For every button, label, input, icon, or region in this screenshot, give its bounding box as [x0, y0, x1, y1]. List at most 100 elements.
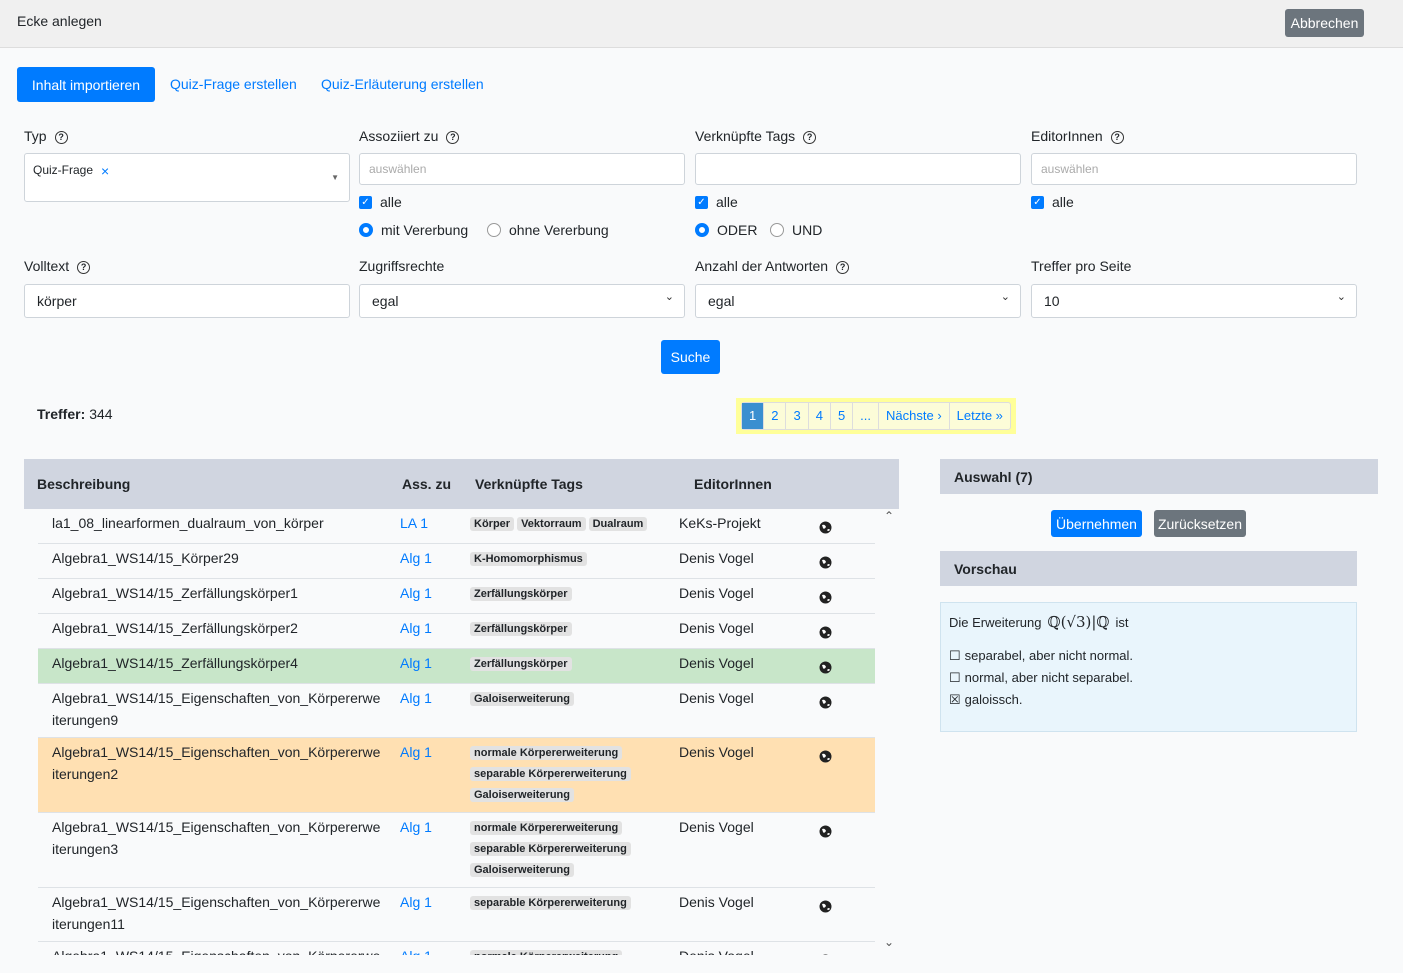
- table-row: Algebra1_WS14/15_Eigenschaften_von_Körpe…: [38, 812, 875, 888]
- label-text: Anzahl der Antworten: [695, 258, 829, 274]
- cancel-button[interactable]: Abbrechen: [1285, 9, 1364, 37]
- page-link[interactable]: Nächste ›: [879, 403, 950, 429]
- page-link[interactable]: 5: [831, 403, 854, 429]
- globe-icon[interactable]: [809, 578, 875, 614]
- tag: Galoiserweiterung: [470, 788, 574, 802]
- association[interactable]: Alg 1: [400, 683, 470, 738]
- tags: separable Körpererweiterung: [470, 887, 679, 942]
- pagination: 1 2 3 4 5... Nächste › Letzte »: [736, 398, 1016, 434]
- globe-icon[interactable]: [809, 683, 875, 738]
- tag: Dualraum: [588, 517, 648, 531]
- radio-label: UND: [792, 222, 823, 238]
- tags: Zerfällungskörper: [470, 613, 679, 649]
- help-icon: ?: [803, 131, 817, 144]
- globe-icon[interactable]: [809, 648, 875, 684]
- globe-icon[interactable]: [809, 613, 875, 649]
- reset-button[interactable]: Zurücksetzen: [1154, 510, 1246, 537]
- results-label: Treffer:: [37, 406, 86, 422]
- association[interactable]: Alg 1: [400, 812, 470, 888]
- association[interactable]: Alg 1: [400, 737, 470, 813]
- table-row: Algebra1_WS14/15_Eigenschaften_von_Körpe…: [38, 683, 875, 738]
- input-value: 10: [1044, 293, 1060, 309]
- association[interactable]: Alg 1: [400, 543, 470, 579]
- tab[interactable]: Quiz-Erläuterung erstellen: [321, 76, 484, 92]
- assoc-input[interactable]: auswählen: [359, 153, 685, 185]
- select[interactable]: egal ⌄: [359, 284, 685, 318]
- globe: [819, 556, 832, 569]
- select[interactable]: egal ⌄: [695, 284, 1021, 318]
- association[interactable]: LA 1: [400, 509, 470, 544]
- tab[interactable]: Inhalt importieren: [17, 67, 155, 102]
- page-link[interactable]: 3: [786, 403, 809, 429]
- globe-icon[interactable]: [809, 509, 875, 544]
- checkbox[interactable]: ✓ alle: [359, 194, 402, 210]
- association[interactable]: Alg 1: [400, 578, 470, 614]
- results-number: 344: [89, 406, 113, 422]
- page-link[interactable]: Letzte »: [956, 408, 1003, 423]
- description: Algebra1_WS14/15_Eigenschaften_von_Körpe…: [38, 887, 400, 942]
- globe-icon[interactable]: [809, 737, 875, 813]
- description: Algebra1_WS14/15_Zerfällungskörper2: [38, 613, 400, 649]
- input-value: körper: [37, 293, 77, 309]
- page-link[interactable]: 2: [764, 403, 787, 429]
- select[interactable]: 10 ⌄: [1031, 284, 1357, 318]
- page-link[interactable]: ...: [853, 403, 880, 429]
- tag: normale Körpererweiterung: [470, 821, 623, 835]
- caret: ⌄: [664, 291, 674, 303]
- column-header: Beschreibung: [37, 476, 131, 492]
- globe-icon[interactable]: [809, 941, 875, 955]
- tab[interactable]: Quiz-Frage erstellen: [170, 76, 297, 92]
- tags-input[interactable]: [695, 153, 1021, 185]
- selection-header: Auswahl (7): [940, 459, 1378, 494]
- association[interactable]: Alg 1: [400, 648, 470, 684]
- radio-dot: [695, 223, 709, 237]
- radio[interactable]: UND: [770, 222, 822, 238]
- globe: [819, 661, 832, 674]
- editor: Denis Vogel: [679, 941, 809, 955]
- apply-button[interactable]: Übernehmen: [1051, 510, 1142, 537]
- page-link[interactable]: 4: [809, 403, 831, 429]
- input-value: egal: [708, 293, 735, 309]
- scrollbar: ⌃ ⌄: [880, 509, 899, 956]
- globe-icon[interactable]: [809, 812, 875, 888]
- radio-label: mit Vererbung: [381, 222, 469, 238]
- globe: [819, 696, 832, 709]
- radio[interactable]: ohne Vererbung: [487, 222, 609, 238]
- globe-icon[interactable]: [809, 543, 875, 579]
- editor: Denis Vogel: [679, 737, 809, 813]
- association[interactable]: Alg 1: [400, 613, 470, 649]
- editors-input[interactable]: auswählen: [1031, 153, 1357, 185]
- checkbox[interactable]: ✓ alle: [1031, 194, 1074, 210]
- association[interactable]: Alg 1: [400, 887, 470, 942]
- scroll-down[interactable]: ⌄: [884, 935, 895, 949]
- search-button[interactable]: Suche: [661, 340, 720, 374]
- tag: Zerfällungskörper: [470, 657, 572, 671]
- help-icon: ?: [54, 131, 68, 144]
- description: Algebra1_WS14/15_Zerfällungskörper1: [38, 578, 400, 614]
- radio-dot: [770, 223, 784, 237]
- description: Algebra1_WS14/15_Eigenschaften_von_Körpe…: [38, 737, 400, 813]
- checkbox[interactable]: ✓ alle: [695, 194, 738, 210]
- help-icon: ?: [1110, 131, 1124, 144]
- radio[interactable]: ODER: [695, 222, 757, 238]
- page-link[interactable]: 1: [742, 403, 765, 429]
- association[interactable]: Alg 1: [400, 941, 470, 955]
- answer-option: ☐ normal, aber nicht separabel.: [949, 667, 1348, 689]
- globe: [819, 750, 832, 763]
- radio-label: ohne Vererbung: [509, 222, 609, 238]
- tag: K-Homomorphismus: [470, 552, 587, 566]
- text-input[interactable]: körper: [24, 284, 350, 318]
- globe-icon[interactable]: [809, 887, 875, 942]
- tag: Zerfällungskörper: [470, 587, 572, 601]
- radio[interactable]: mit Vererbung: [359, 222, 468, 238]
- filter-label: Zugriffsrechte: [359, 258, 444, 274]
- globe: [819, 825, 832, 838]
- label-text: Verknüpfte Tags: [695, 128, 796, 144]
- scroll-up[interactable]: ⌃: [884, 509, 895, 523]
- answer-text: galoissch.: [964, 692, 1023, 707]
- answer-option: ☐ separabel, aber nicht normal.: [949, 645, 1348, 667]
- description: la1_08_linearformen_dualraum_von_körper: [38, 509, 400, 544]
- type-select[interactable]: Quiz-Frage × ▼: [24, 153, 350, 202]
- description: Algebra1_WS14/15_Eigenschaften_von_Körpe…: [38, 941, 400, 955]
- remove-chip[interactable]: ×: [101, 163, 110, 179]
